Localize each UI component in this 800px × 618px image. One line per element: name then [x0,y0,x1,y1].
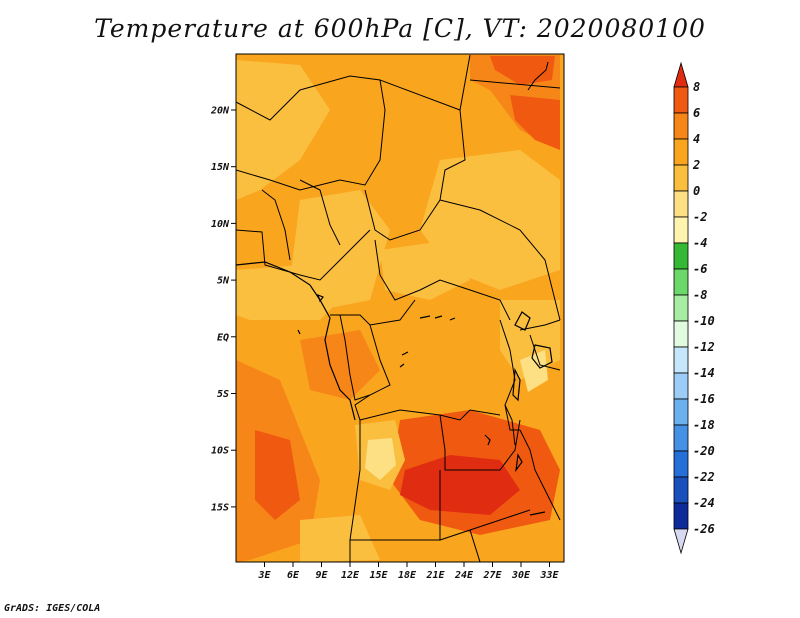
colorbar: 8 6 4 2 0 -2 -4 -6 -8 -10 -12 -14 -16 -18 -20 -22 -24 -26 [673,61,715,555]
colorbar-swatch [673,502,689,530]
colorbar-level-label: -22 [693,470,715,484]
colorbar-level-label: 2 [692,158,700,172]
x-tick-label: 33E [539,570,559,581]
x-tick-label: 18E [398,570,417,581]
colorbar-level-label: -20 [693,444,715,458]
colorbar-swatch [673,86,689,114]
y-tick-label: 15N [211,162,230,173]
y-tick-label: EQ [217,332,229,343]
x-tick-label: 30E [511,570,531,581]
y-tick-label: 20N [210,106,230,117]
colorbar-level-label: -2 [693,210,707,224]
colorbar-swatch [673,164,689,192]
colorbar-swatch [673,398,689,426]
colorbar-swatch [673,320,689,348]
colorbar-swatch [673,424,689,452]
x-axis: 3E 6E 9E 12E 15E 18E 21E 24E 27E 30E 33E [257,562,560,581]
y-tick-label: 5N [217,276,230,287]
colorbar-level-label: -8 [693,288,707,302]
colorbar-level-label: -10 [693,314,715,328]
colorbar-level-label: 0 [693,184,700,198]
colorbar-swatch [673,242,689,270]
colorbar-level-label: -16 [693,392,715,406]
colorbar-top-arrow [673,61,689,88]
x-tick-label: 27E [482,570,502,581]
colorbar-swatch [673,190,689,218]
x-tick-label: 12E [341,570,360,581]
x-tick-label: 9E [315,570,328,581]
colorbar-swatch [673,112,689,140]
country-borders [236,54,561,562]
colorbar-swatch [673,346,689,374]
colorbar-level-label: -18 [693,418,715,432]
colorbar-swatch [673,216,689,244]
colorbar-level-label: -6 [693,262,707,276]
x-tick-label: 15E [369,570,388,581]
y-tick-label: 15S [211,502,229,513]
colorbar-level-label: 6 [693,106,700,120]
colorbar-level-label: -26 [693,522,715,536]
y-axis: 20N 15N 10N 5N EQ 5S 10S 15S [210,106,236,513]
x-tick-label: 6E [287,570,300,581]
colorbar-swatch [673,268,689,296]
y-tick-label: 10S [211,446,229,457]
colorbar-level-label: 4 [693,132,700,146]
plot-frame [235,53,565,563]
temperature-field [236,54,564,562]
coastline [236,261,553,516]
x-tick-label: 21E [425,570,445,581]
x-tick-label: 3E [257,570,271,581]
credit-label: GrADS: IGES/COLA [4,603,101,614]
colorbar-level-label: -12 [693,340,715,354]
colorbar-level-label: -4 [693,236,707,250]
colorbar-swatch [673,294,689,322]
y-tick-label: 5S [217,389,229,400]
colorbar-level-label: -24 [693,496,715,510]
chart-title: Temperature at 600hPa [C], VT: 202008010… [94,14,706,43]
x-tick-label: 24E [454,570,474,581]
colorbar-level-label: -14 [693,366,715,380]
colorbar-swatch [673,476,689,504]
y-tick-label: 10N [211,219,230,230]
colorbar-level-label: 8 [693,80,700,94]
colorbar-swatch [673,138,689,166]
colorbar-swatch [673,372,689,400]
colorbar-swatch [673,450,689,478]
colorbar-bottom-arrow [673,528,689,555]
